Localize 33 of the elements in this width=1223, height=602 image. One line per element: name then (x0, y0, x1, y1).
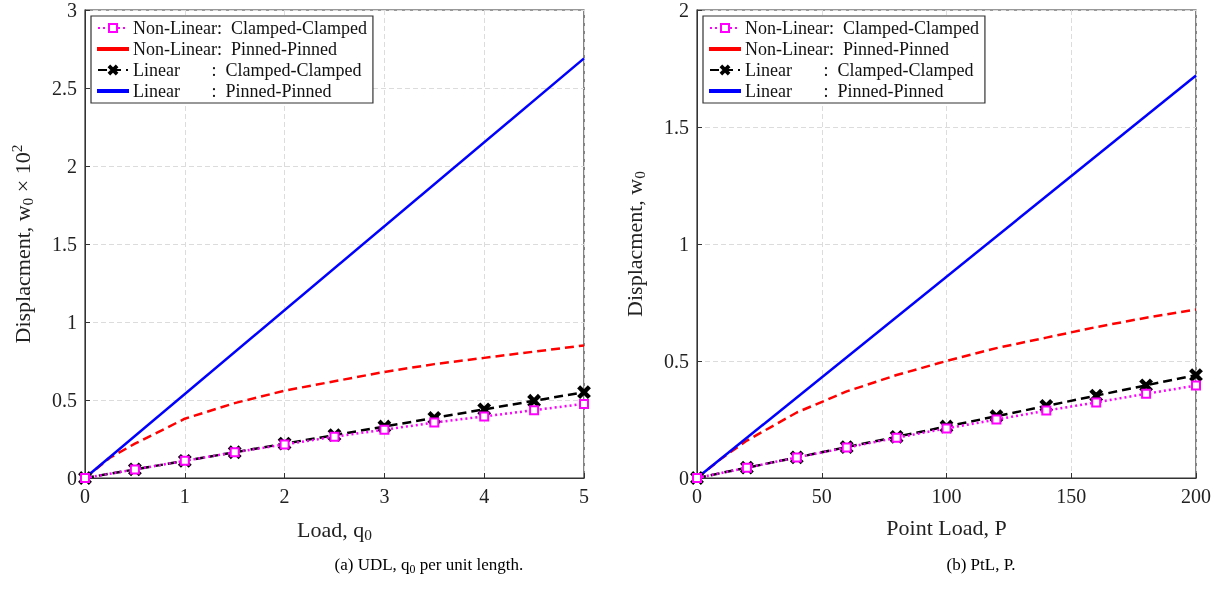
x-tick-label: 50 (811, 485, 832, 507)
y-tick-label: 2 (67, 155, 77, 177)
legend-label: Linear : Clamped-Clamped (133, 60, 362, 80)
y-tick-label: 0.5 (664, 350, 689, 372)
legend-label: Non-Linear: Clamped-Clamped (133, 18, 367, 38)
legend-label: Linear : Pinned-Pinned (133, 81, 332, 101)
x-tick-label: 100 (931, 485, 962, 507)
x-tick-label: 4 (479, 485, 490, 507)
y-tick-label: 1 (67, 311, 77, 333)
y-tick-label: 1 (679, 233, 689, 255)
x-tick-label: 2 (279, 485, 290, 507)
legend-label: Non-Linear: Pinned-Pinned (133, 39, 337, 59)
x-tick-label: 1 (179, 485, 190, 507)
y-axis-title: Displacment, w0 (621, 170, 648, 317)
y-tick-label: 3 (67, 0, 77, 21)
y-tick-label: 0.5 (52, 389, 77, 411)
y-tick-label: 2.5 (52, 77, 77, 99)
y-tick-label: 0 (67, 467, 77, 489)
y-axis-title: Displacment, w0 × 102 (8, 144, 36, 344)
x-axis-title: Point Load, P (886, 514, 1007, 540)
y-tick-label: 2 (679, 0, 689, 21)
text: (b) PtL, P. (946, 555, 1016, 574)
legend-label: Non-Linear: Clamped-Clamped (745, 18, 979, 38)
y-tick-label: 0 (679, 467, 689, 489)
legend-label: Non-Linear: Pinned-Pinned (745, 39, 949, 59)
x-tick-label: 200 (1181, 485, 1211, 507)
y-tick-label: 1.5 (664, 116, 689, 138)
x-tick-label: 3 (379, 485, 390, 507)
x-tick-label: 5 (579, 485, 589, 507)
x-tick-label: 150 (1056, 485, 1087, 507)
y-tick-label: 1.5 (52, 233, 77, 255)
legend-label: Linear : Pinned-Pinned (745, 81, 944, 101)
legend-label: Linear : Clamped-Clamped (745, 60, 974, 80)
